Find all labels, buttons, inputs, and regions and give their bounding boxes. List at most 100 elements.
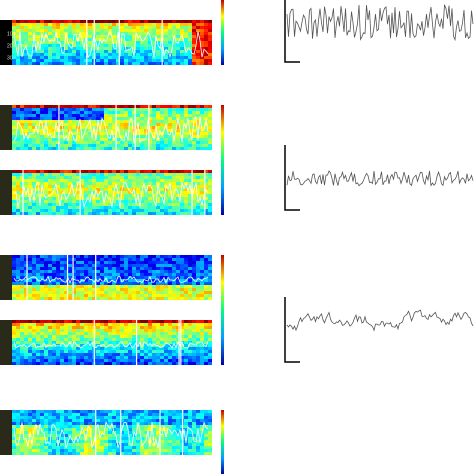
spectrogram-cell <box>44 206 48 209</box>
spectrogram-cell <box>44 258 48 261</box>
spectrogram-cell <box>184 38 188 41</box>
spectrogram-cell <box>76 294 80 297</box>
spectrogram-cell <box>88 353 92 356</box>
spectrogram-cell <box>20 120 24 123</box>
spectrogram-cell <box>136 326 140 329</box>
spectrogram-cell <box>36 288 40 291</box>
spectrogram-cell <box>36 212 40 215</box>
spectrogram-cell <box>124 353 128 356</box>
spectrogram-cell <box>148 294 152 297</box>
spectrogram-cell <box>60 443 64 446</box>
spectrogram-cell <box>124 440 128 443</box>
spectrogram-cell <box>100 141 104 144</box>
spectrogram-cell <box>16 294 20 297</box>
spectrogram-cell <box>204 105 208 108</box>
spectrogram-cell <box>80 326 84 329</box>
spectrogram-cell <box>112 129 116 132</box>
spectrogram-cell <box>144 29 148 32</box>
spectrogram-cell <box>96 35 100 38</box>
spectrogram-cell <box>88 206 92 209</box>
spectrogram-cell <box>152 41 156 44</box>
spectrogram-cell <box>160 200 164 203</box>
spectrogram-cell <box>164 56 168 59</box>
spectrogram-cell <box>148 188 152 191</box>
spectrogram-cell <box>204 434 208 437</box>
spectrogram-cell <box>128 425 132 428</box>
spectrogram-cell <box>124 108 128 111</box>
spectrogram-cell <box>52 264 56 267</box>
spectrogram-cell <box>192 413 196 416</box>
spectrogram-cell <box>200 335 204 338</box>
spectrogram-cell <box>124 425 128 428</box>
spectrogram-cell <box>100 413 104 416</box>
spectrogram-cell <box>148 138 152 141</box>
spectrogram-cell <box>24 123 28 126</box>
spectrogram-cell <box>12 288 16 291</box>
spectrogram-cell <box>164 209 168 212</box>
spectrogram-cell <box>168 35 172 38</box>
spectrogram-cell <box>84 26 88 29</box>
spectrogram-cell <box>76 320 80 323</box>
spectrogram-cell <box>148 50 152 53</box>
spectrogram-cell <box>140 56 144 59</box>
spectrogram-cell <box>76 362 80 365</box>
spectrogram-cell <box>12 291 16 294</box>
spectrogram-cell <box>60 20 64 23</box>
spectrogram-cell <box>48 108 52 111</box>
spectrogram-cell <box>140 359 144 362</box>
spectrogram-cell <box>92 264 96 267</box>
spectrogram-cell <box>152 132 156 135</box>
spectrogram-cell <box>128 185 132 188</box>
spectrogram-cell <box>40 273 44 276</box>
spectrogram-cell <box>84 41 88 44</box>
spectrogram-cell <box>16 38 20 41</box>
spectrogram-cell <box>132 443 136 446</box>
spectrogram-cell <box>120 185 124 188</box>
spectrogram-cell <box>32 446 36 449</box>
spectrogram-cell <box>52 212 56 215</box>
spectrogram-cell <box>196 285 200 288</box>
spectrogram-cell <box>88 203 92 206</box>
spectrogram-cell <box>52 344 56 347</box>
spectrogram-cell <box>208 20 212 23</box>
spectrogram-cell <box>208 341 212 344</box>
spectrogram-cell <box>20 44 24 47</box>
spectrogram-cell <box>200 291 204 294</box>
spectrogram-cell <box>144 123 148 126</box>
spectrogram-cell <box>104 176 108 179</box>
spectrogram-cell <box>40 452 44 455</box>
spectrogram-cell <box>116 258 120 261</box>
spectrogram-cell <box>108 111 112 114</box>
spectrogram-cell <box>104 347 108 350</box>
spectrogram-cell <box>24 332 28 335</box>
spectrogram-cell <box>88 338 92 341</box>
spectrogram-cell <box>132 320 136 323</box>
spectrogram-cell <box>200 422 204 425</box>
spectrogram-cell <box>172 32 176 35</box>
spectrogram-cell <box>80 26 84 29</box>
spectrogram-cell <box>96 359 100 362</box>
spectrogram-cell <box>48 356 52 359</box>
spectrogram-cell <box>124 197 128 200</box>
spectrogram-cell <box>88 297 92 300</box>
spectrogram-cell <box>52 44 56 47</box>
spectrogram-cell <box>152 338 156 341</box>
colorbar <box>221 255 224 365</box>
spectrogram-cell <box>32 212 36 215</box>
spectrogram-cell <box>112 329 116 332</box>
spectrogram-cell <box>96 356 100 359</box>
spectrogram-cell <box>92 428 96 431</box>
spectrogram-cell <box>40 353 44 356</box>
spectrogram-cell <box>140 44 144 47</box>
spectrogram-cell <box>80 356 84 359</box>
spectrogram-cell <box>160 422 164 425</box>
spectrogram-cell <box>208 428 212 431</box>
spectrogram-cell <box>140 209 144 212</box>
spectrogram-cell <box>80 320 84 323</box>
spectrogram-cell <box>24 126 28 129</box>
spectrogram-cell <box>80 170 84 173</box>
spectrogram-cell <box>112 206 116 209</box>
spectrogram-cell <box>136 419 140 422</box>
spectrogram-cell <box>120 261 124 264</box>
spectrogram-cell <box>28 44 32 47</box>
